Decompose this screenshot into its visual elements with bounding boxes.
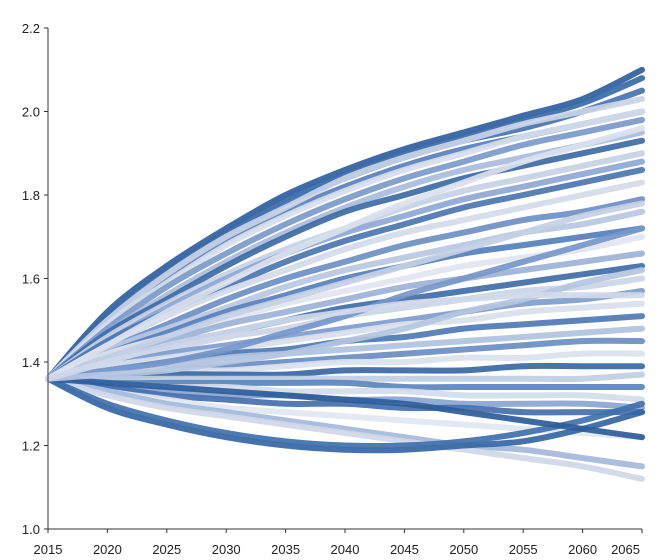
x-tick-label: 2020: [93, 542, 122, 557]
series-line: [45, 288, 645, 382]
y-tick-label: 2.2: [22, 21, 40, 36]
x-tick-label: 2055: [509, 542, 538, 557]
x-tick-label: 2030: [212, 542, 241, 557]
series-line: [45, 371, 645, 383]
y-tick-label: 1.6: [22, 272, 40, 287]
axes-layer: 1.01.21.41.61.82.02.2 2015 2020 2025 2030 20…: [22, 21, 643, 557]
y-tick-label: 1.4: [22, 355, 40, 370]
x-tick-label: 2015: [34, 542, 63, 557]
y-tick-label: 1.2: [22, 439, 40, 454]
series-line: [45, 75, 645, 382]
x-tick-label: 2040: [331, 542, 360, 557]
y-tick-label: 2.0: [22, 105, 40, 120]
series-line: [45, 375, 645, 416]
x-tick-label: 2060: [568, 542, 597, 557]
series-line: [45, 362, 645, 383]
series-line: [45, 291, 645, 382]
series-line: [45, 96, 645, 382]
series-line: [45, 375, 645, 454]
x-tick-label: 2065: [611, 542, 640, 557]
series-line: [45, 116, 645, 382]
y-tick-label: 1.0: [22, 522, 40, 537]
series-layer: [45, 66, 645, 482]
x-tick-label: 2035: [271, 542, 300, 557]
x-ticks: 2015 2020 2025 2030 2035 2040 2045 2050 2055 2060…: [34, 529, 643, 557]
series-line: [45, 125, 645, 382]
y-tick-label: 1.8: [22, 188, 40, 203]
x-tick-label: 2045: [390, 542, 419, 557]
series-line: [45, 66, 645, 382]
series-line: [45, 200, 645, 382]
series-line: [45, 375, 645, 482]
series-line: [45, 225, 645, 382]
series-line: [45, 300, 645, 382]
x-tick-label: 2025: [152, 542, 181, 557]
series-line: [45, 375, 645, 441]
series-line: [45, 375, 645, 470]
x-tick-label: 2050: [449, 542, 478, 557]
series-line: [45, 375, 645, 450]
series-line: [45, 108, 645, 382]
y-ticks: 1.0 1.2 1.4 1.6 1.8 2.0 2.2: [22, 21, 48, 537]
series-line: [45, 137, 645, 382]
